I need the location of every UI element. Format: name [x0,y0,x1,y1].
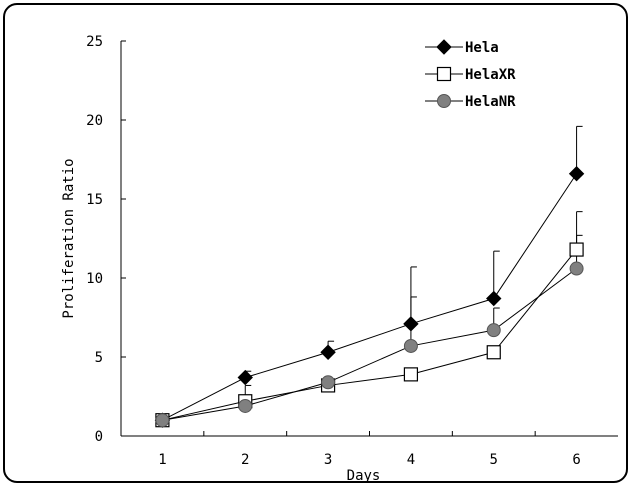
series-markers [154,166,585,428]
x-tick-label: 3 [324,452,332,468]
hela-point [568,166,585,182]
x-tick-label: 1 [158,452,166,468]
y-tick-label: 0 [95,429,103,445]
hela-point [237,369,253,386]
helanr-point [155,413,170,428]
y-tick-label: 15 [86,192,103,208]
x-tick-label: 6 [572,452,580,468]
x-tick-label: 4 [407,452,415,468]
series-lines [162,173,577,421]
y-tick-label: 25 [86,34,103,50]
legend-marker-helaxr [436,66,452,82]
legend-label-helanr: HelaNR [465,94,516,110]
helaxr-point [569,242,584,257]
chart-frame: 0 5 10 15 20 25 1 2 3 4 5 6 Hela HelaXR HelaNR Days P… [3,3,628,483]
legend-marker-hela [436,39,452,55]
x-axis-title: Days [347,468,381,483]
legend-label-hela: Hela [465,40,499,56]
x-tick-label: 2 [241,452,249,468]
helaxr-line [162,249,577,421]
axes: 0 5 10 15 20 25 1 2 3 4 5 6 [86,34,618,468]
helanr-point [238,398,253,413]
helanr-point [321,375,336,390]
helanr-point [486,323,501,338]
legend-marker-helanr [437,94,451,108]
legend-label-helaxr: HelaXR [465,67,516,83]
proliferation-chart: 0 5 10 15 20 25 1 2 3 4 5 6 Hela HelaXR HelaNR Days P… [61,34,618,483]
hela-point [403,316,419,332]
helaxr-point [403,367,419,382]
helanr-point [403,338,418,353]
hela-point [320,344,336,360]
helaxr-point [486,345,501,360]
helanr-line [162,268,577,421]
hela-line [162,173,577,421]
error-bars [244,125,583,406]
y-axis-title: Proliferation Ratio [61,158,77,318]
legend: Hela HelaXR HelaNR [425,39,516,110]
helanr-point [569,261,584,276]
x-tick-label: 5 [490,452,498,468]
y-tick-label: 5 [95,350,103,366]
hela-point [486,290,502,307]
y-tick-label: 20 [86,113,103,129]
y-tick-label: 10 [86,271,103,287]
